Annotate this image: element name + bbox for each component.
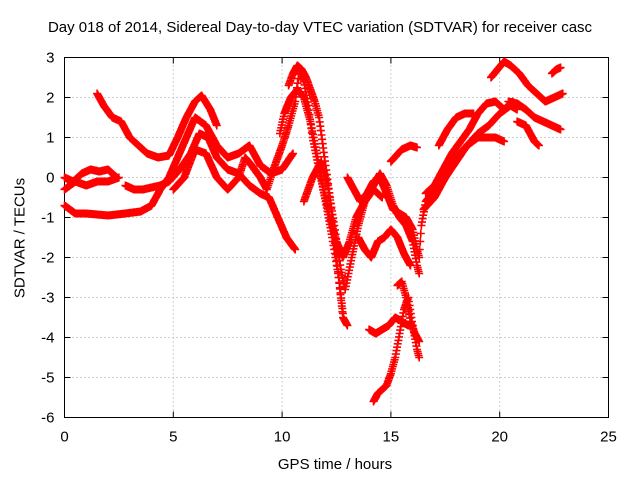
series-markers bbox=[487, 57, 567, 106]
series-markers bbox=[93, 89, 221, 162]
x-tick-label: 20 bbox=[491, 429, 508, 446]
series-markers bbox=[419, 101, 522, 214]
series-arc-2 bbox=[60, 173, 123, 194]
series-markers bbox=[369, 293, 424, 406]
y-tick-label: 2 bbox=[46, 90, 54, 107]
series-arc-19 bbox=[441, 133, 509, 182]
series-markers bbox=[60, 173, 123, 194]
x-tick-label: 10 bbox=[274, 429, 291, 446]
x-tick-label: 25 bbox=[600, 429, 617, 446]
series-markers bbox=[547, 63, 565, 78]
series-markers bbox=[386, 141, 421, 166]
series-markers bbox=[421, 97, 517, 198]
series-arc-13 bbox=[369, 293, 424, 406]
x-axis-label: GPS time / hours bbox=[277, 456, 393, 473]
axis-ticks bbox=[64, 57, 609, 418]
data-series bbox=[60, 57, 567, 406]
series-markers bbox=[393, 277, 424, 346]
y-tick-label: 1 bbox=[46, 130, 54, 147]
series-arc-21 bbox=[504, 97, 565, 134]
y-tick-label: -5 bbox=[41, 370, 54, 387]
series-markers bbox=[504, 97, 565, 134]
y-tick-label: -3 bbox=[41, 290, 54, 307]
x-tick-label: 0 bbox=[60, 429, 68, 446]
plot-frame bbox=[64, 57, 609, 418]
y-tick-label: -2 bbox=[41, 250, 54, 267]
y-axis-label: SDTVAR / TECUs bbox=[11, 177, 29, 299]
series-arc-11 bbox=[354, 225, 415, 270]
series-arc-18 bbox=[434, 109, 478, 150]
chart-title: Day 018 of 2014, Sidereal Day-to-day VTE… bbox=[47, 19, 593, 36]
series-markers bbox=[354, 225, 415, 270]
series-arc-4 bbox=[93, 89, 221, 162]
series-markers bbox=[434, 109, 478, 150]
series-markers bbox=[441, 133, 509, 182]
axis-tick-labels: 0 5 10 15 20 25 -6 -5 -4 -3 -2 -1 0 1 2 3 bbox=[41, 50, 617, 446]
series-arc-16 bbox=[419, 101, 522, 214]
series-arc-22 bbox=[513, 117, 543, 150]
x-tick-label: 15 bbox=[383, 429, 400, 446]
series-arc-23 bbox=[547, 63, 565, 78]
y-tick-label: 3 bbox=[46, 50, 54, 67]
y-tick-label: -4 bbox=[41, 330, 54, 347]
series-arc-17 bbox=[421, 97, 517, 198]
series-arc-20 bbox=[487, 57, 567, 106]
series-arc-14 bbox=[393, 277, 424, 346]
series-markers bbox=[121, 129, 300, 254]
x-tick-label: 5 bbox=[169, 429, 177, 446]
y-tick-label: -1 bbox=[41, 210, 54, 227]
y-tick-label: -6 bbox=[41, 410, 54, 427]
series-arc-5 bbox=[121, 129, 300, 254]
y-tick-label: 0 bbox=[46, 170, 54, 187]
series-arc-15 bbox=[386, 141, 421, 166]
series-markers bbox=[513, 117, 543, 150]
